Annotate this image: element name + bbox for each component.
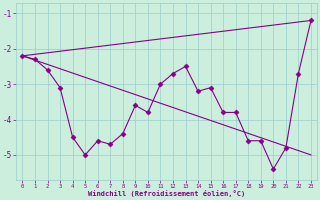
X-axis label: Windchill (Refroidissement éolien,°C): Windchill (Refroidissement éolien,°C): [88, 190, 245, 197]
